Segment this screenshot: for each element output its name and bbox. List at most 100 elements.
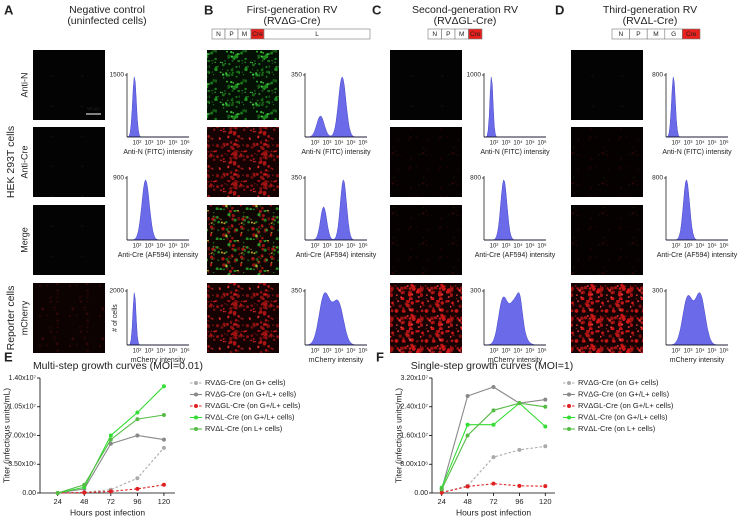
hist-x-tick-label: 10² [133,349,142,355]
legend-marker [194,392,198,397]
row-label: Anti-Cre [19,145,29,178]
chart-title: Single-step growth curves (MOI=1) [411,360,574,372]
histogram [126,76,189,138]
hist-x-tick-label: 10⁵ [346,243,356,250]
x-tick-label: 96 [515,497,523,506]
hist-y-tick-label: 350 [291,288,302,295]
hist-x-tick-label: 10³ [323,244,332,250]
data-point [543,484,548,489]
data-point [465,422,470,427]
hist-x-tick-label: 10⁶ [180,243,190,250]
genome-label: M [459,31,464,38]
hist-x-tick-label: 10⁴ [334,348,344,355]
micrograph [33,283,105,353]
y-tick-label: 0.00 [22,490,36,497]
hist-x-tick-label: 10³ [684,349,693,355]
legend-marker [567,381,571,385]
hist-x-tick-label: 10⁵ [525,243,535,250]
legend-label: RVΔG-Cre (on G+ cells) [578,378,659,387]
histogram [127,179,189,241]
genome-label: Cre [470,31,481,38]
hist-y-tick-label: 2000 [110,288,125,295]
x-tick-label: 72 [107,497,115,506]
hist-x-tick-label: 10³ [323,141,332,147]
hist-x-label: Anti-N (FITC) intensity [480,149,550,156]
y-axis-label: Titer (infectious units/mL) [1,388,11,483]
data-point [491,408,496,413]
legend-marker [567,415,571,420]
series-line [441,483,546,494]
micrograph [571,283,643,353]
hist-x-label: Anti-Cre (AF594) intensity [657,252,738,259]
legend-label: RVΔG-Cre (on G+/L+ cells) [205,389,297,398]
series-line [441,386,546,490]
series-line [57,447,165,494]
hist-x-label: Anti-Cre (AF594) intensity [118,252,199,259]
hist-x-tick-label: 10⁶ [719,243,729,250]
panel-letter: A [4,2,14,17]
hist-y-tick-label: 800 [470,175,481,182]
micrograph [207,50,279,120]
hist-x-label: Anti-Cre (AF594) intensity [475,252,556,259]
legend-marker [194,381,198,385]
x-tick-label: 120 [539,497,552,506]
hist-x-tick-label: 10³ [145,349,154,355]
data-point [517,447,522,452]
y-tick-label: 7.00x10⁶ [8,432,36,439]
hist-x-tick-label: 10⁶ [180,348,190,355]
hist-y-tick-label: 350 [291,175,302,182]
micrograph [390,127,462,197]
series-line [441,402,546,488]
row-label: mCherry [19,300,29,335]
data-point [161,384,166,389]
chart-title: Multi-step growth curves (MOI=0.01) [33,360,203,372]
data-point [161,412,166,417]
panel-letter: F [376,349,384,364]
hist-x-tick-label: 10⁶ [180,140,190,147]
hist-x-tick-label: 10⁵ [346,348,356,355]
data-point [82,482,87,487]
genome-segment [263,28,371,40]
data-point [161,482,166,487]
x-tick-label: 24 [438,497,446,506]
data-point [491,455,496,460]
panel-title: Second-generation RV [412,4,518,16]
genome-label: P [636,31,640,38]
data-point [465,393,470,398]
hist-x-label: mCherry intensity [488,357,543,364]
legend-marker [567,427,571,431]
y-tick-label: 1.05x10⁷ [9,404,37,411]
histogram [484,76,546,138]
hist-x-tick-label: 10⁴ [513,348,523,355]
data-point [161,437,166,442]
data-point [491,481,496,486]
panel-title: (RVΔL-Cre) [623,15,678,27]
micrograph [390,283,462,353]
hist-x-tick-label: 10⁴ [695,140,705,147]
hist-x-tick-label: 10⁴ [156,243,166,250]
histogram [304,292,367,346]
hist-y-label: # of cells [112,304,119,332]
legend-label: RVΔL-Cre (on G+/L+ cells) [205,412,295,421]
legend-label: RVΔGL-Cre (on G+/L+ cells) [578,401,674,410]
hist-x-tick-label: 10⁶ [719,348,729,355]
legend-label: RVΔGL-Cre (on G+/L+ cells) [205,401,301,410]
panel-title: First-generation RV [247,4,338,16]
x-tick-label: 48 [80,497,88,506]
hist-x-tick-label: 10² [133,141,142,147]
histogram [305,76,367,138]
legend-marker [567,404,571,408]
hist-x-tick-label: 10³ [684,141,693,147]
micrograph [207,283,279,353]
hist-x-label: Anti-Cre (AF594) intensity [296,252,377,259]
hist-x-tick-label: 10² [672,141,681,147]
data-point [517,483,522,488]
data-point [543,404,548,409]
micrograph [571,127,643,197]
hist-x-tick-label: 10⁶ [537,140,547,147]
genome-label: P [229,31,233,38]
histogram [666,292,728,346]
hist-x-tick-label: 10⁵ [707,140,717,147]
hist-x-tick-label: 10⁶ [537,243,547,250]
data-point [108,437,113,442]
